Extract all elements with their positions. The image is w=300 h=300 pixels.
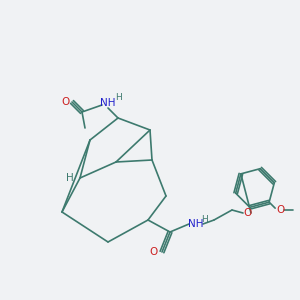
Text: O: O — [276, 205, 284, 215]
Text: O: O — [150, 247, 158, 257]
Text: H: H — [66, 173, 74, 183]
Text: NH: NH — [188, 219, 204, 229]
Text: NH: NH — [100, 98, 116, 108]
Text: O: O — [243, 208, 251, 218]
Text: H: H — [202, 214, 208, 224]
Text: H: H — [115, 94, 122, 103]
Text: O: O — [61, 97, 69, 107]
